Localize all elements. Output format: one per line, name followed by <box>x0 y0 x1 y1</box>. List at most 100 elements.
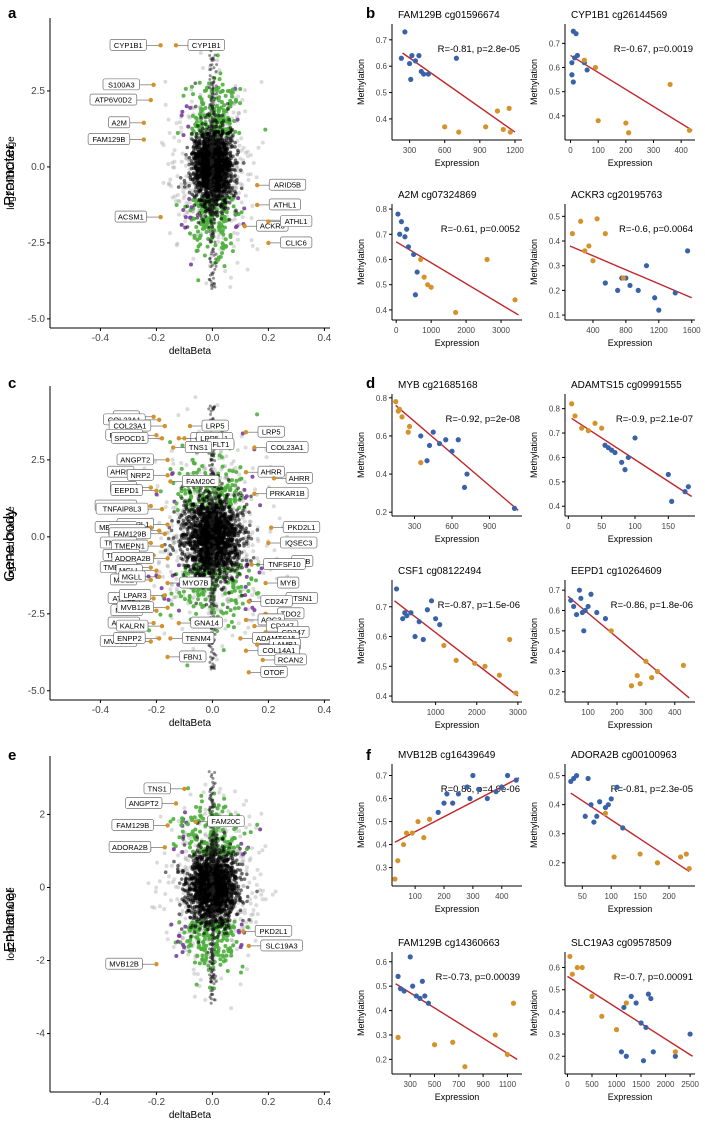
core-point <box>188 521 192 526</box>
green-point <box>194 611 199 616</box>
cloud-point <box>256 538 261 543</box>
stripe-point <box>214 200 218 204</box>
green-point <box>237 130 242 135</box>
stripe-point <box>212 206 216 210</box>
gene-label-text: FAM129B <box>92 135 125 144</box>
cloud-point <box>177 199 182 204</box>
green-point <box>177 590 182 595</box>
core-point <box>217 568 221 572</box>
green-point <box>214 88 219 93</box>
core-point <box>217 162 221 167</box>
cloud-point <box>191 646 196 651</box>
core-point <box>184 559 189 563</box>
purple-point <box>181 133 186 138</box>
cloud-point <box>171 461 176 466</box>
green-point <box>226 623 231 628</box>
core-point <box>226 477 231 482</box>
green-point <box>196 593 201 598</box>
green-point <box>174 501 179 506</box>
green-point <box>230 469 235 474</box>
stripe-point <box>208 260 212 264</box>
purple-point <box>250 605 255 610</box>
core-point <box>195 215 200 220</box>
stripe-point <box>211 247 215 251</box>
purple-point <box>154 492 159 497</box>
core-point <box>206 199 210 204</box>
cloud-point <box>277 516 282 521</box>
core-point <box>219 134 224 138</box>
core-point <box>237 549 242 554</box>
cloud-point <box>234 185 239 190</box>
cloud-point <box>172 595 177 600</box>
core-point <box>186 510 191 514</box>
core-point <box>180 496 184 501</box>
cloud-point <box>170 152 175 157</box>
core-point <box>229 135 234 140</box>
green-point <box>197 80 202 85</box>
purple-point <box>242 206 247 211</box>
core-point <box>240 565 244 570</box>
cloud-point <box>243 193 248 198</box>
core-point <box>220 149 225 154</box>
stripe-point <box>213 240 217 244</box>
core-point <box>170 518 174 523</box>
core-point <box>173 572 177 577</box>
green-point <box>189 494 194 499</box>
cloud-point <box>167 231 172 236</box>
cloud-point <box>236 94 241 99</box>
core-point <box>195 171 199 176</box>
cloud-point <box>184 209 189 214</box>
core-point <box>178 526 183 531</box>
green-point <box>195 237 200 242</box>
cloud-point <box>171 165 176 170</box>
green-point <box>190 457 195 462</box>
stripe-point <box>214 155 218 159</box>
green-point <box>229 598 234 603</box>
cloud-point <box>250 530 255 535</box>
core-point <box>217 196 221 201</box>
green-point <box>229 620 234 625</box>
core-point <box>241 541 246 546</box>
y-tick-label: -2.5 <box>28 609 46 620</box>
core-point <box>170 546 175 550</box>
y-axis-label: log2FoldChange <box>6 136 17 210</box>
cloud-point <box>166 564 171 569</box>
cloud-point <box>237 143 242 148</box>
stripe-point <box>215 63 219 67</box>
purple-point <box>186 124 191 129</box>
stripe-point <box>209 67 213 71</box>
core-point <box>239 168 243 173</box>
core-point <box>206 570 211 575</box>
green-point <box>255 412 260 417</box>
purple-point <box>243 584 248 589</box>
cloud-point <box>235 231 240 236</box>
cloud-point <box>159 140 164 145</box>
cloud-point <box>172 165 177 170</box>
stripe-point <box>213 267 217 271</box>
core-point <box>191 171 196 175</box>
core-point <box>228 174 233 179</box>
purple-point <box>258 503 263 508</box>
green-point <box>223 93 228 98</box>
core-point <box>233 158 238 163</box>
green-point <box>221 648 226 653</box>
green-point <box>220 464 225 469</box>
core-point <box>185 503 189 507</box>
cloud-point <box>166 182 171 187</box>
y-tick-label: 0.0 <box>31 162 45 173</box>
cloud-point <box>253 487 258 492</box>
y-axis-label: log2FoldChange <box>6 506 17 580</box>
cloud-point <box>249 216 254 221</box>
green-point <box>158 612 163 617</box>
green-point <box>202 253 207 258</box>
cloud-point <box>189 99 194 104</box>
core-point <box>187 155 192 160</box>
cloud-point <box>180 151 185 156</box>
core-point <box>219 486 224 491</box>
x-tick-label: -0.2 <box>148 705 166 716</box>
core-point <box>222 193 226 198</box>
volcano-chart-a: -0.4 -0.2 0.0 0.2 0.42.50.0-2.5-5.0deltaBeta… <box>6 18 332 357</box>
core-point <box>203 214 208 218</box>
core-point <box>204 149 208 153</box>
